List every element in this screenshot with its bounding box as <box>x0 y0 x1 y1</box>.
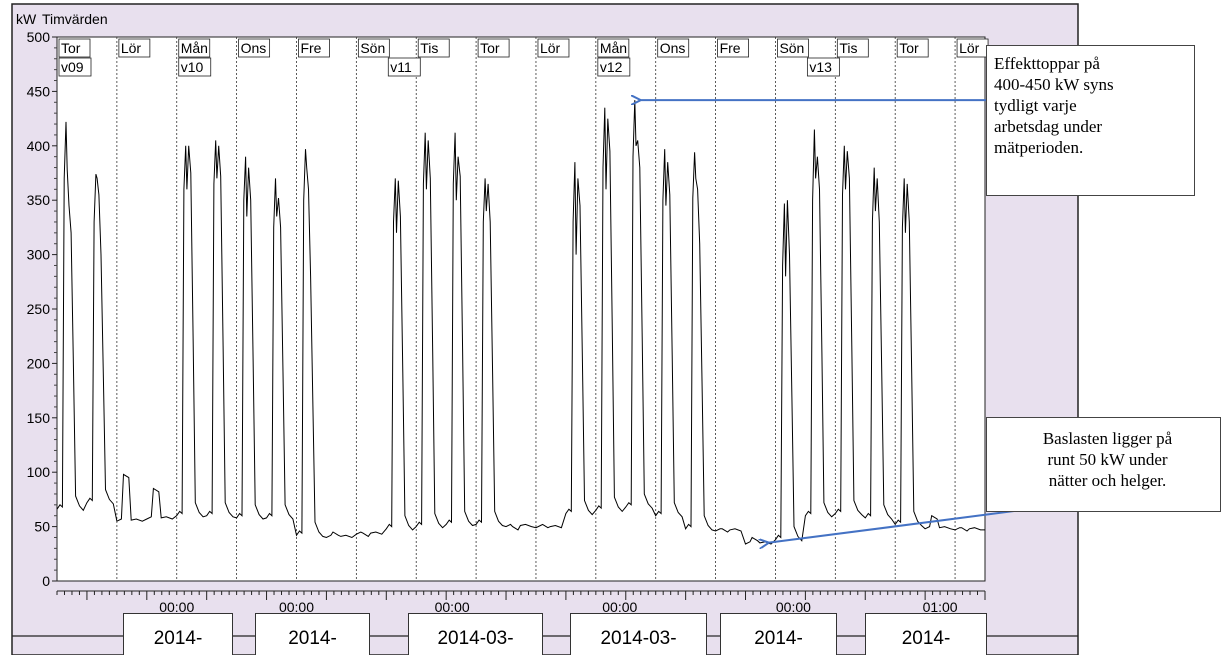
time-label: 00:00 <box>435 599 470 615</box>
day-label-box <box>657 38 690 58</box>
day-label-box <box>298 38 330 58</box>
day-label: Tis <box>420 40 438 56</box>
day-label: Fre <box>300 40 321 56</box>
week-label-box <box>58 57 92 77</box>
y-tick-label: 200 <box>27 355 51 371</box>
week-label: v12 <box>600 59 623 75</box>
y-tick-label: 50 <box>34 519 50 535</box>
time-label: 01:00 <box>923 599 958 615</box>
week-label: v11 <box>390 59 412 75</box>
day-label: Lör <box>121 40 142 56</box>
date-label: 2014- <box>123 613 233 655</box>
week-label: v13 <box>809 59 832 75</box>
y-tick-label: 100 <box>27 464 51 480</box>
time-label: 00:00 <box>279 599 314 615</box>
day-label-box <box>238 38 271 58</box>
plot-area <box>56 36 986 582</box>
time-label: 00:00 <box>776 599 811 615</box>
chart-title: Timvärden <box>42 11 108 27</box>
time-label: 00:00 <box>602 599 637 615</box>
y-tick-label: 450 <box>27 83 51 99</box>
arrow-baseload <box>767 508 1031 543</box>
y-tick-label: 500 <box>27 29 51 45</box>
week-label-box <box>806 57 840 77</box>
day-label-box <box>58 38 91 58</box>
day-label: Mån <box>600 40 627 56</box>
day-label-box <box>417 38 450 58</box>
annotation-arrows <box>639 100 1031 543</box>
day-label: Tor <box>61 40 81 56</box>
week-label: v10 <box>181 59 204 75</box>
series-line <box>56 100 985 545</box>
day-label-box <box>777 38 809 58</box>
day-grid: Tor Lör Mån Ons Fre Sön Tis Tor Lör Mån Ons Fre Sön T… <box>58 37 989 581</box>
date-label: 2014- <box>865 613 987 655</box>
day-label-box <box>896 38 929 58</box>
day-label-box <box>118 38 151 58</box>
y-tick-label: 350 <box>27 192 51 208</box>
day-label-box <box>836 38 869 58</box>
y-axis-unit: kW <box>16 11 37 27</box>
day-label: Mån <box>181 40 208 56</box>
y-tick-label: 400 <box>27 138 51 154</box>
y-axis: 0 50 100 150 200 250 300 350 400 450 500 <box>27 29 57 589</box>
week-label-box <box>178 57 212 77</box>
y-tick-label: 300 <box>27 247 51 263</box>
day-label-box <box>477 38 510 58</box>
callout-peaks: Effekttoppar på 400-450 kW syns tydligt … <box>986 45 1195 196</box>
day-label: Tis <box>839 40 857 56</box>
y-tick-label: 250 <box>27 301 51 317</box>
day-label: Sön <box>360 40 385 56</box>
week-label-box <box>387 57 421 77</box>
day-label: Ons <box>660 40 686 56</box>
day-label-box <box>537 38 570 58</box>
week-label-box <box>597 57 631 77</box>
day-label: Lör <box>540 40 561 56</box>
day-label-box <box>357 38 390 58</box>
callout-baseload: Baslasten ligger på runt 50 kW under nät… <box>986 417 1221 512</box>
date-label: 2014-03- <box>408 613 543 655</box>
x-axis: 00:00 00:00 00:00 00:00 00:00 01:00 <box>56 590 986 615</box>
y-tick-label: 0 <box>42 573 50 589</box>
y-tick-label: 150 <box>27 410 51 426</box>
date-label: 2014-03- <box>570 613 707 655</box>
day-label: Tor <box>899 40 919 56</box>
day-label: Fre <box>720 40 741 56</box>
day-label: Ons <box>241 40 267 56</box>
day-label-box <box>717 38 749 58</box>
date-label: 2014- <box>255 613 370 655</box>
date-label: 2014- <box>720 613 837 655</box>
day-label: Tor <box>480 40 500 56</box>
day-label-box <box>597 38 630 58</box>
day-label: Sön <box>779 40 804 56</box>
day-label: Lör <box>959 40 980 56</box>
time-label: 00:00 <box>159 599 194 615</box>
week-label: v09 <box>61 59 84 75</box>
day-label-box <box>178 38 211 58</box>
